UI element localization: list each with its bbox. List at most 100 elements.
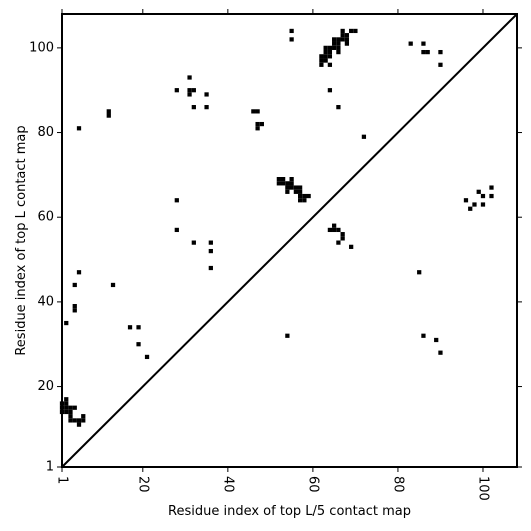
- y-tick-label: 20: [37, 379, 54, 394]
- contact-point-lower: [144, 354, 150, 360]
- contact-point-upper: [187, 92, 192, 97]
- contact-point-lower: [136, 342, 141, 347]
- contact-point-upper: [293, 189, 298, 194]
- contact-point-upper: [332, 227, 337, 233]
- contact-point-upper: [336, 227, 341, 233]
- contact-point-lower: [438, 350, 443, 355]
- contact-point-upper: [319, 54, 324, 59]
- contact-point-upper: [340, 28, 345, 34]
- contact-point-lower: [64, 401, 69, 406]
- contact-point-upper: [319, 62, 324, 67]
- contact-point-upper: [327, 54, 333, 59]
- contact-point-lower: [72, 418, 77, 423]
- contact-point-lower: [76, 270, 82, 275]
- contact-point-upper: [174, 227, 179, 233]
- contact-point-upper: [349, 244, 354, 249]
- contact-point-upper: [204, 105, 209, 110]
- contact-point-upper: [421, 49, 426, 55]
- contact-point-upper: [255, 126, 260, 131]
- contact-point-upper: [463, 198, 469, 203]
- contact-point-upper: [289, 37, 294, 42]
- contact-point-upper: [298, 189, 303, 194]
- contact-point-upper: [421, 41, 426, 46]
- contact-point-upper: [332, 37, 337, 42]
- contact-point-upper: [480, 202, 486, 207]
- contact-point-upper: [293, 185, 298, 190]
- contact-point-upper: [106, 113, 111, 118]
- contact-point-upper: [336, 49, 341, 55]
- contact-point-upper: [289, 185, 294, 190]
- contact-point-upper: [336, 105, 341, 110]
- contact-point-upper: [289, 181, 294, 186]
- contact-point-upper: [298, 193, 303, 199]
- contact-point-upper: [353, 28, 358, 34]
- contact-point-upper: [259, 121, 264, 127]
- contact-point-lower: [64, 320, 69, 326]
- contact-point-upper: [340, 33, 345, 38]
- contact-point-upper: [191, 105, 196, 110]
- contact-point-upper: [251, 109, 256, 114]
- x-tick-label: 40: [220, 476, 235, 493]
- contact-point-lower: [434, 337, 439, 343]
- y-tick-label: 1: [46, 460, 54, 475]
- x-tick-label: 100: [475, 476, 490, 501]
- contact-point-upper: [191, 88, 196, 93]
- contact-point-upper: [289, 28, 294, 34]
- contact-point-upper: [302, 193, 307, 199]
- contact-point-upper: [106, 109, 111, 114]
- contact-point-lower: [68, 405, 73, 410]
- contact-point-lower: [72, 282, 77, 288]
- contact-point-upper: [327, 49, 333, 55]
- contact-point-upper: [285, 189, 290, 194]
- contact-point-upper: [336, 41, 341, 46]
- contact-point-upper: [298, 198, 303, 203]
- contact-point-upper: [323, 45, 328, 50]
- diagonal-line: [61, 13, 518, 468]
- contact-point-upper: [281, 177, 286, 182]
- contact-point-lower: [64, 397, 69, 402]
- x-tick-label: 20: [135, 476, 150, 493]
- y-tick-label: 60: [37, 210, 54, 225]
- contact-point-upper: [468, 206, 473, 211]
- contact-point-upper: [187, 88, 192, 93]
- contact-point-upper: [438, 49, 443, 55]
- x-axis-label: Residue index of top L/5 contact map: [168, 504, 411, 519]
- contact-point-upper: [208, 248, 213, 254]
- y-tick-label: 40: [37, 294, 54, 309]
- contact-point-upper: [285, 185, 290, 190]
- contact-point-upper: [336, 37, 341, 42]
- contact-point-upper: [323, 58, 328, 63]
- contact-point-upper: [476, 189, 481, 194]
- contact-point-lower: [285, 333, 290, 338]
- contact-point-upper: [76, 126, 82, 131]
- contact-point-upper: [208, 265, 213, 271]
- contact-point-upper: [336, 45, 341, 50]
- contact-point-lower: [127, 325, 133, 330]
- contact-point-upper: [489, 185, 494, 190]
- contact-point-upper: [289, 177, 294, 182]
- contact-point-lower: [81, 418, 86, 423]
- contact-point-upper: [408, 41, 413, 46]
- contact-point-upper: [340, 236, 345, 241]
- contact-point-lower: [72, 304, 77, 309]
- y-tick-label: 80: [37, 125, 54, 140]
- contact-point-lower: [64, 405, 69, 410]
- x-tick-label: 60: [305, 476, 320, 493]
- contact-point-upper: [327, 88, 333, 93]
- contact-point-upper: [281, 181, 286, 186]
- contact-point-lower: [81, 414, 86, 419]
- contact-point-lower: [76, 418, 82, 423]
- contact-point-lower: [72, 308, 77, 313]
- contact-point-upper: [327, 227, 333, 233]
- contact-point-upper: [438, 62, 443, 67]
- contact-point-upper: [489, 193, 494, 199]
- contact-point-upper: [255, 121, 260, 127]
- contact-point-upper: [298, 185, 303, 190]
- contact-point-upper: [323, 54, 328, 59]
- contact-point-upper: [255, 109, 260, 114]
- contact-point-upper: [323, 49, 328, 55]
- plot-frame: [61, 13, 518, 468]
- contact-point-upper: [361, 134, 367, 139]
- contact-point-upper: [340, 232, 345, 237]
